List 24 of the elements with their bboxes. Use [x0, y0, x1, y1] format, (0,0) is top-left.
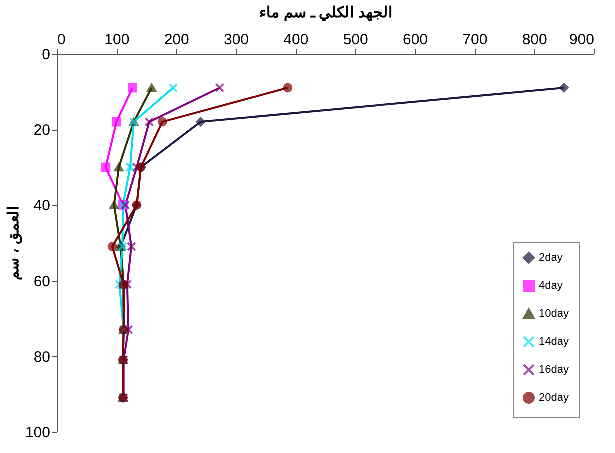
- y-tick-label: 60: [34, 273, 50, 290]
- x-tick-label: 600: [402, 32, 428, 48]
- y-axis-title: العمق ، سم: [5, 206, 22, 281]
- x-tick-label: 300: [224, 32, 250, 48]
- x-tick-label: 0: [58, 32, 66, 48]
- x-tick-label: 800: [522, 32, 548, 48]
- x-tick-label: 200: [164, 32, 190, 48]
- legend-label: 4day: [539, 280, 564, 292]
- legend-label: 2day: [539, 252, 564, 264]
- y-tick-label: 0: [42, 46, 50, 64]
- x-tick-label: 900: [569, 32, 594, 48]
- x-tick-label: 700: [462, 32, 488, 48]
- y-tick-label: 80: [34, 348, 50, 366]
- x-tick-label: 500: [343, 32, 368, 48]
- x-tick-label: 400: [284, 32, 309, 48]
- y-tick-label: 100: [25, 424, 50, 442]
- x-tick-label: 100: [104, 32, 130, 48]
- y-tick-label: 40: [34, 198, 50, 215]
- legend-label: 20day: [539, 392, 570, 404]
- x-axis-title: الجهد الكلي ـ سم ماء: [260, 4, 392, 22]
- y-tick-label: 20: [34, 122, 50, 140]
- legend-label: 16day: [539, 364, 570, 376]
- legend-label: 14day: [539, 336, 570, 348]
- legend-label: 10day: [539, 308, 570, 320]
